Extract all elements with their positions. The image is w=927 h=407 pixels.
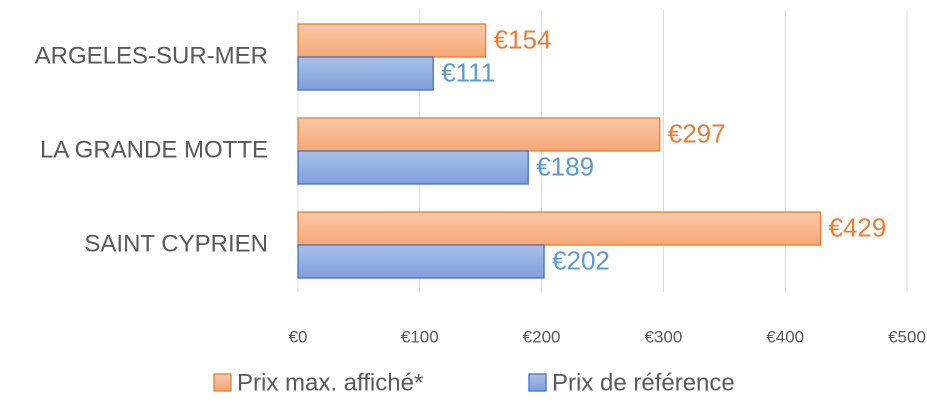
x-tick-label: €500: [888, 327, 926, 346]
bar: [297, 56, 434, 91]
value-label: €202: [552, 245, 610, 275]
value-label: €429: [829, 212, 887, 242]
bar: [297, 244, 545, 279]
value-label: €297: [668, 118, 726, 148]
bar: [297, 150, 529, 185]
legend-label: Prix de référence: [552, 369, 735, 396]
legend-swatch: [528, 373, 547, 392]
value-label: €111: [441, 57, 495, 87]
category-label: LA GRANDE MOTTE: [40, 136, 268, 163]
x-tick-label: €300: [644, 327, 682, 346]
legend-label: Prix max. affiché*: [237, 369, 423, 396]
x-tick-label: €100: [401, 327, 439, 346]
x-tick-label: €400: [766, 327, 804, 346]
bar: [297, 211, 822, 246]
x-tick-label: €200: [523, 327, 561, 346]
value-label: €154: [494, 24, 552, 54]
x-tick-label: €0: [289, 327, 308, 346]
legend-swatch: [213, 373, 232, 392]
bar: [297, 23, 487, 58]
category-label: SAINT CYPRIEN: [84, 230, 268, 257]
bar: [297, 117, 661, 152]
category-label: ARGELES-SUR-MER: [35, 42, 268, 69]
value-label: €189: [536, 151, 594, 181]
